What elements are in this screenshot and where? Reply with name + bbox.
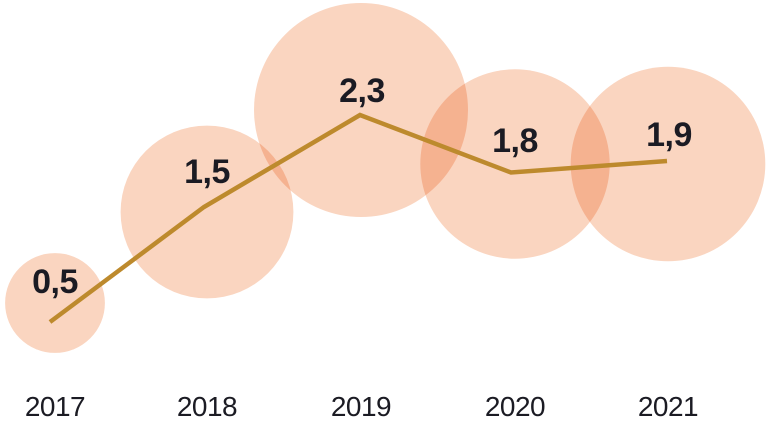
x-axis-label-2021: 2021 <box>638 391 698 422</box>
x-axis-label-2019: 2019 <box>331 391 391 422</box>
value-label-2021: 1,9 <box>646 116 692 154</box>
bubble-2018 <box>120 125 294 299</box>
bubble-2017 <box>5 253 105 353</box>
value-label-2018: 1,5 <box>184 153 230 191</box>
x-axis-label-2018: 2018 <box>177 391 237 422</box>
x-axis-label-2017: 2017 <box>25 391 85 422</box>
bubble-2020 <box>420 69 610 259</box>
bubble-2021 <box>570 66 766 262</box>
bubble-2019 <box>254 3 468 217</box>
value-label-2017: 0,5 <box>32 263 78 301</box>
value-label-2019: 2,3 <box>339 72 385 110</box>
trend-line <box>48 112 668 324</box>
value-label-2020: 1,8 <box>492 122 538 160</box>
x-axis-label-2020: 2020 <box>485 391 545 422</box>
